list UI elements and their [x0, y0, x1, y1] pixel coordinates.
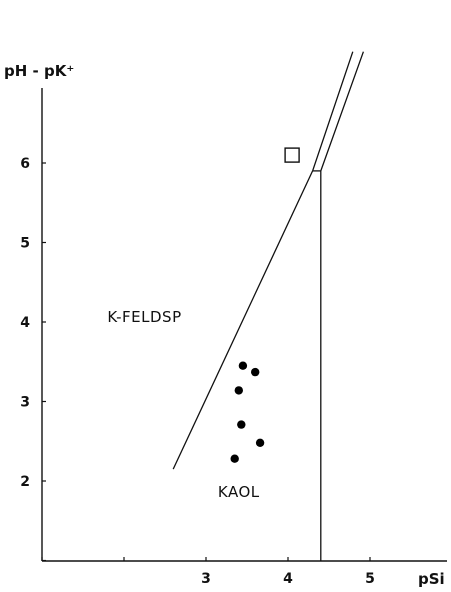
boundary-upper-left [311, 51, 354, 172]
y-tick-label: 5 [20, 236, 30, 252]
phase-boundaries [172, 51, 365, 561]
region-label: K-FELDSP [107, 308, 181, 326]
data-point [234, 386, 243, 395]
x-tick-label: 4 [283, 571, 293, 587]
data-point [237, 420, 246, 429]
x-tick-label: 5 [365, 571, 375, 587]
y-tick-label: 3 [20, 395, 30, 411]
axes [41, 88, 447, 562]
y-tick-label: 6 [20, 156, 30, 172]
boundary-kfeldsp-kaol [172, 170, 314, 470]
ticks: 3 4 5 2 3 4 5 6 [20, 156, 375, 587]
boundary-upper-right [320, 51, 365, 172]
data-point [255, 438, 265, 447]
x-axis-title: pSi [418, 570, 445, 588]
y-axis-title: pH - pK⁺ [4, 62, 74, 80]
data-point [251, 367, 260, 377]
x-tick-label: 3 [201, 571, 211, 587]
data-points [230, 361, 265, 463]
region-label: KAOL [218, 483, 260, 501]
y-tick-label: 2 [20, 474, 30, 490]
data-point [230, 454, 239, 463]
region-labels: K-FELDSP KAOL [107, 308, 259, 501]
markers [284, 147, 300, 163]
square-marker [284, 147, 300, 163]
y-tick-label: 4 [20, 315, 30, 331]
data-point [238, 361, 248, 370]
